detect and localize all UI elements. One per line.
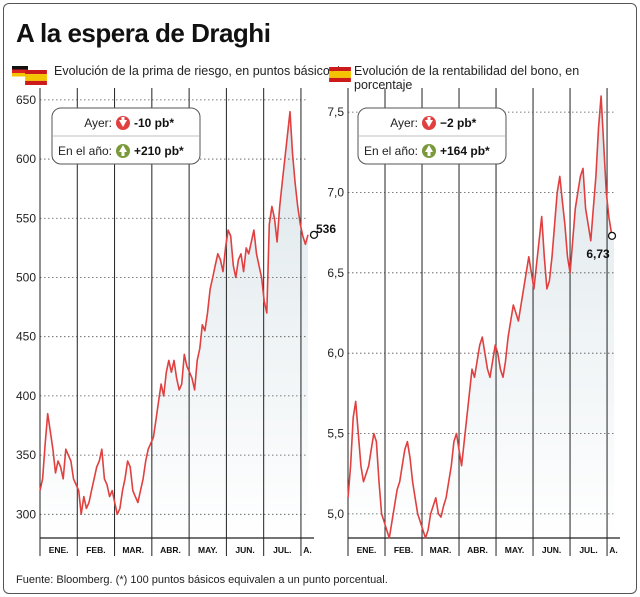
info-2-row1-value: −2 pb* — [440, 116, 477, 130]
source-note: Fuente: Bloomberg. (*) 100 puntos básico… — [16, 574, 388, 586]
end-marker — [607, 231, 617, 241]
info-1-row1-value: -10 pb* — [134, 116, 174, 130]
month-label: A. — [303, 545, 312, 555]
series-line — [39, 110, 309, 516]
end-marker — [309, 230, 319, 239]
spain-flag-icon — [329, 67, 351, 82]
y-tick-label: 650 — [16, 93, 36, 107]
area-fill — [348, 96, 614, 538]
series-line — [347, 95, 615, 539]
end-value-label: 536 — [316, 222, 336, 236]
spain-flag-icon — [25, 70, 47, 85]
y-tick-label: 400 — [16, 389, 36, 403]
info-1-row2-label: En el año: — [58, 144, 112, 158]
end-value-label: 6,73 — [586, 247, 610, 261]
figure-title: A la espera de Draghi — [16, 18, 271, 48]
y-tick-label: 450 — [16, 330, 36, 344]
month-label: JUN. — [235, 545, 254, 555]
info-1-row2-value: +210 pb* — [134, 144, 184, 158]
month-label: ENE. — [357, 545, 377, 555]
info-2-row2-label: En el año: — [364, 144, 418, 158]
month-label: ABR. — [160, 545, 181, 555]
y-tick-label: 300 — [16, 507, 36, 521]
germany-flag-icon — [12, 66, 28, 77]
month-label: JUL. — [273, 545, 291, 555]
area-fill — [40, 111, 308, 538]
month-label: ENE. — [49, 545, 69, 555]
down-arrow-icon — [422, 116, 436, 130]
month-label: MAR. — [122, 545, 144, 555]
up-arrow-icon — [116, 144, 130, 158]
panel-1-label: Evolución de la prima de riesgo, en punt… — [54, 64, 341, 78]
y-tick-label: 500 — [16, 270, 36, 284]
y-tick-label: 6,5 — [327, 266, 344, 280]
month-label: FEB. — [394, 545, 413, 555]
month-label: FEB. — [86, 545, 105, 555]
y-tick-label: 5,0 — [327, 507, 344, 521]
month-label: MAY. — [505, 545, 525, 555]
month-label: JUL. — [579, 545, 597, 555]
y-tick-label: 7,5 — [327, 105, 344, 119]
y-tick-label: 550 — [16, 211, 36, 225]
info-1-row1-label: Ayer: — [84, 116, 112, 130]
y-tick-label: 600 — [16, 152, 36, 166]
y-tick-label: 6,0 — [327, 346, 344, 360]
down-arrow-icon — [116, 116, 130, 130]
month-label: MAY. — [198, 545, 218, 555]
y-tick-label: 5,5 — [327, 427, 344, 441]
up-arrow-icon — [422, 144, 436, 158]
info-box-2: Ayer: −2 pb* En el año: +164 pb* — [357, 107, 507, 165]
chart-panel-2: 7,5 7,0 6,5 6,0 5,5 5,0 ENE. FEB. MAR. ABR. MAY. JU… — [327, 88, 620, 556]
panel-2-label: Evolución de la rentabilidad del bono, e… — [354, 64, 580, 92]
y-tick-label: 7,0 — [327, 185, 344, 199]
month-label: MAR. — [430, 545, 452, 555]
month-label: A. — [609, 545, 618, 555]
info-box-1: Ayer: -10 pb* En el año: +210 pb* — [51, 107, 201, 165]
y-tick-label: 350 — [16, 448, 36, 462]
month-label: ABR. — [467, 545, 488, 555]
info-2-row2-value: +164 pb* — [440, 144, 490, 158]
month-label: JUN. — [542, 545, 561, 555]
chart-panel-1: 650 600 550 500 450 400 350 300 ENE. FEB. MAR. ABR.… — [16, 88, 336, 556]
info-2-row1-label: Ayer: — [390, 116, 418, 130]
